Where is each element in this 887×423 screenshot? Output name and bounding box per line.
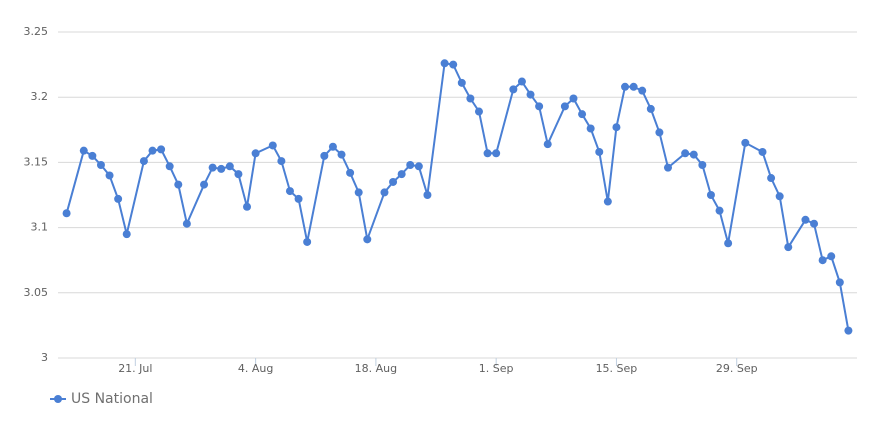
data-point [208, 163, 217, 172]
data-point [741, 138, 750, 147]
data-point [801, 215, 810, 224]
y-tick-label: 3.05 [24, 286, 49, 299]
data-point [397, 170, 406, 179]
data-point [655, 128, 664, 137]
data-point [560, 102, 569, 111]
data-point [320, 151, 329, 160]
data-point [337, 150, 346, 159]
series-line [65, 62, 850, 331]
data-point [775, 192, 784, 201]
data-point [114, 194, 123, 203]
data-point [96, 161, 105, 170]
data-point [578, 110, 587, 119]
data-point [88, 151, 97, 160]
data-point [234, 170, 243, 179]
data-point [535, 102, 544, 111]
data-point [389, 177, 398, 186]
data-point [294, 194, 303, 203]
data-point [243, 202, 252, 211]
data-point [689, 150, 698, 159]
data-point [483, 149, 492, 158]
y-tick-label: 3 [41, 351, 48, 364]
data-point [466, 94, 475, 103]
data-point [200, 180, 209, 189]
data-point [767, 174, 776, 183]
x-tick-label: 18. Aug [355, 362, 397, 375]
data-point [157, 145, 166, 154]
data-point [810, 219, 819, 228]
data-point [569, 94, 578, 103]
data-point [139, 157, 148, 166]
data-point [818, 256, 827, 265]
x-tick-label: 15. Sep [596, 362, 638, 375]
data-point [423, 191, 432, 199]
data-point [586, 124, 595, 133]
data-point [79, 146, 88, 155]
data-point [380, 188, 389, 197]
y-tick-label: 3.25 [24, 25, 49, 38]
data-point [526, 90, 535, 99]
data-point [492, 149, 501, 158]
data-point [543, 140, 552, 149]
data-point [346, 168, 355, 177]
data-point [105, 171, 114, 180]
y-tick-label: 3.15 [24, 155, 49, 168]
legend-label: US National [71, 391, 153, 407]
data-point [474, 107, 483, 116]
data-point [148, 146, 157, 155]
data-point [715, 206, 724, 215]
data-point [165, 162, 174, 171]
data-point [354, 188, 363, 197]
data-point [277, 157, 286, 166]
data-point [217, 164, 226, 173]
data-point [285, 187, 294, 196]
data-point [595, 147, 604, 156]
data-point [268, 141, 277, 150]
x-tick-label: 4. Aug [238, 362, 273, 375]
data-point [62, 209, 71, 218]
data-point [827, 252, 836, 261]
data-point [698, 161, 707, 170]
data-point [629, 82, 638, 91]
data-point [457, 78, 466, 87]
data-point [122, 230, 131, 239]
data-point [406, 161, 415, 170]
data-point [638, 86, 647, 95]
data-point [724, 239, 733, 248]
data-point [646, 104, 655, 113]
legend-marker [54, 395, 62, 403]
data-point [706, 191, 715, 199]
data-point [758, 147, 767, 156]
data-point [517, 77, 526, 86]
data-point [174, 180, 183, 189]
data-point [251, 149, 260, 158]
data-point [449, 60, 458, 69]
data-point [621, 82, 630, 91]
x-tick-label: 1. Sep [479, 362, 514, 375]
data-point [784, 243, 793, 252]
x-tick-label: 21. Jul [118, 362, 152, 375]
data-point [328, 142, 337, 151]
data-point [440, 59, 449, 68]
data-point [225, 162, 234, 171]
data-point [681, 149, 690, 158]
data-point [182, 219, 191, 228]
data-point [663, 163, 672, 172]
y-tick-label: 3.1 [31, 221, 49, 234]
data-point [835, 278, 844, 287]
x-tick-label: 29. Sep [716, 362, 758, 375]
data-point [603, 197, 612, 206]
data-point [363, 235, 372, 244]
data-point [844, 326, 853, 335]
data-point [612, 123, 621, 132]
data-point [303, 237, 312, 246]
data-point [509, 85, 518, 94]
data-point [414, 162, 423, 171]
y-tick-label: 3.2 [31, 90, 49, 103]
